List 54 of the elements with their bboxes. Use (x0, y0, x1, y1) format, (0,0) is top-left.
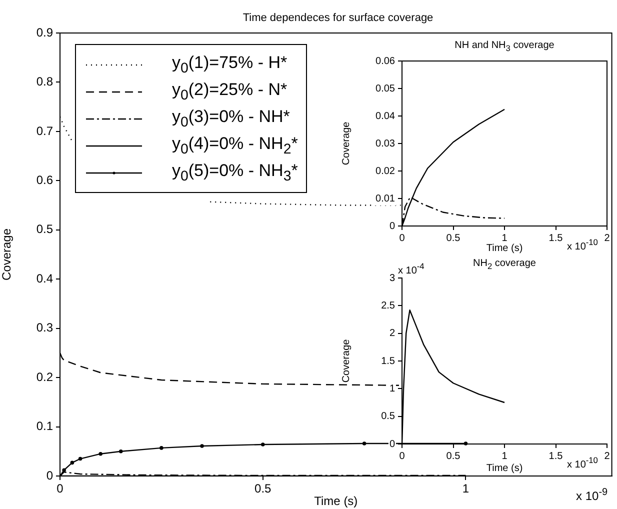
y-tick-label: 1 (389, 383, 396, 394)
y-tick-label: 0.8 (36, 74, 54, 89)
x-axis-title: Time (s) (314, 494, 358, 508)
y-tick-label: 1.5 (381, 356, 396, 367)
x-tick-label: 0 (399, 450, 406, 462)
y-tick-label: 0.3 (36, 320, 54, 335)
y-tick-label: 0.04 (376, 110, 396, 122)
y-tick-label: 3 (389, 272, 396, 284)
x-axis-title: Time (s) (486, 242, 523, 254)
x-axis-title: Time (s) (486, 462, 523, 474)
y-tick-label: 2 (389, 328, 396, 340)
x-tick-label: 0 (56, 482, 64, 496)
y-tick-label: 0.6 (36, 172, 54, 187)
chart-title: NH$_{2}$ coverage (472, 258, 536, 271)
annotation: x 10$^{-10}$ (567, 455, 598, 470)
y-tick-label: 0.01 (376, 193, 396, 204)
y-tick-label: 0.1 (36, 419, 54, 434)
y-tick-label: 0 (389, 438, 396, 450)
x-tick-label: 1.5 (548, 232, 564, 244)
text: x 10$^{-9}$ (576, 487, 608, 503)
x-tick-label: 2 (604, 450, 610, 462)
y-tick-label: 0.02 (376, 166, 396, 177)
x-tick-label: 1 (462, 482, 470, 496)
x-tick-label: 0 (399, 232, 406, 244)
y-tick-label: 0.9 (36, 25, 54, 40)
y-tick-label: 0.4 (36, 271, 54, 286)
y-tick-label: 2.5 (381, 300, 396, 312)
y-tick-label: 0.5 (381, 411, 396, 422)
y-tick-label: 0 (46, 468, 54, 482)
annotation: x 10$^{-4}$ (398, 261, 424, 276)
x-tick-label: 0.5 (254, 482, 272, 496)
y-tick-label: 0.7 (36, 124, 54, 138)
y-tick-label: 0.2 (36, 370, 54, 384)
chart-title: Time dependeces for surface coverage (242, 12, 434, 24)
annotation: x 10$^{-10}$ (567, 237, 598, 252)
chart-title: NH and NH$_{3}$ coverage (454, 40, 556, 54)
x-tick-label: 1 (502, 232, 508, 244)
legend-label: y$_{0}$(1)=75% - H* (172, 52, 288, 76)
y-axis-title: Coverage (0, 228, 14, 281)
y-axis-title: Coverage (340, 338, 352, 383)
y-tick-label: 0 (389, 220, 396, 232)
x-tick-label: 2 (604, 232, 610, 244)
legend-label: y$_{0}$(5)=0% - NH$_{3}$* (172, 160, 298, 184)
legend-label: y$_{0}$(3)=0% - NH* (172, 106, 290, 130)
y-axis-title: Coverage (340, 121, 352, 166)
y-tick-label: 0.06 (376, 56, 396, 67)
y-tick-label: 0.05 (376, 83, 396, 94)
x-tick-label: 1 (502, 450, 508, 462)
x-tick-label: 1.5 (548, 450, 564, 462)
x-tick-label: 0.5 (446, 450, 461, 462)
legend-label: y$_{0}$(4)=0% - NH$_{2}$* (172, 134, 298, 158)
legend-label: y$_{0}$(2)=25% - N* (172, 80, 288, 104)
x-tick-label: 0.5 (446, 232, 461, 244)
y-tick-label: 0.03 (376, 138, 396, 150)
